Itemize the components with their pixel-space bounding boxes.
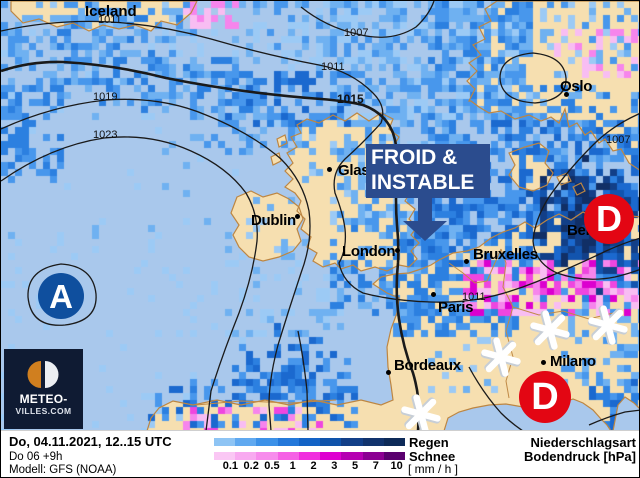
- legend-tick: 3: [331, 460, 338, 472]
- isobar-value-label: 1011: [98, 14, 122, 26]
- isobar-milano-arc-2: [588, 409, 639, 426]
- isobar-1019: [1, 98, 311, 430]
- city-dot-bruxelles: [464, 259, 469, 264]
- legend-tick: 2: [310, 460, 317, 472]
- low-pressure-symbol: D: [584, 194, 634, 244]
- isobar-norway-loop: [499, 52, 567, 104]
- legend-tick: 0.5: [264, 460, 280, 472]
- run-step: Do 06 +9h: [9, 451, 63, 463]
- annotation-box: FROID & INSTABLE: [366, 144, 490, 198]
- city-label-bordeaux: Bordeaux: [394, 357, 461, 374]
- city-dot-paris: [431, 292, 436, 297]
- city-dot-bordeaux: [386, 370, 391, 375]
- rain-color-scale: [214, 438, 405, 446]
- isobar-1011: [1, 20, 639, 303]
- legend-tick: 10: [390, 460, 403, 472]
- isobar-milano-arc-1: [468, 366, 523, 430]
- isobar-value-label: 1023: [93, 129, 118, 141]
- isobar-value-label: 1007: [344, 27, 369, 39]
- city-label-london: London: [342, 243, 396, 260]
- isobar-coast-layer: [1, 1, 639, 430]
- city-label-paris: Paris: [438, 299, 474, 316]
- logo-sun-icon: [4, 349, 83, 429]
- isobar-1007-east: [532, 113, 639, 280]
- weather-map: Iceland 1011 1019 1023 1007 1011 1015 1007 1011 O…: [1, 1, 639, 430]
- snow-color-scale: [214, 452, 405, 460]
- annotation-line1: FROID &: [371, 146, 458, 170]
- meteo-villes-logo: METEO- VILLES.COM: [4, 349, 83, 429]
- city-dot-oslo: [564, 92, 569, 97]
- isobar-aux-south: [297, 330, 309, 430]
- logo-text-line1: METEO-: [19, 392, 68, 406]
- model-name: Modell: GFS (NOAA): [9, 464, 117, 476]
- isobar-value-label: 1015: [337, 92, 364, 106]
- isobar-value-label: 1011: [462, 291, 486, 303]
- annotation-line2: INSTABLE: [371, 171, 475, 194]
- precip-type-label: Niederschlagsart: [530, 435, 637, 450]
- rain-label: Regen: [409, 435, 449, 450]
- legend-tick: 0.2: [243, 460, 259, 472]
- city-dot-dublin: [295, 214, 300, 219]
- snow-label: Schnee: [409, 449, 456, 464]
- city-label-oslo: Oslo: [560, 78, 593, 95]
- legend-tick: 1: [289, 460, 296, 472]
- high-pressure-symbol: A: [38, 273, 84, 319]
- isobar-a-ring: [27, 263, 97, 326]
- city-dot-glasgow: [327, 167, 332, 172]
- isobar-1007-top: [300, 1, 435, 38]
- legend-tick: 0.1: [222, 460, 239, 472]
- isobar-1015: [1, 60, 421, 430]
- valid-time: Do, 04.11.2021, 12..15 UTC: [9, 434, 172, 449]
- unit-label: [ mm / h ]: [408, 462, 459, 476]
- region-label-iceland: Iceland: [85, 3, 137, 20]
- pressure-label: Bodendruck [hPa]: [524, 449, 636, 464]
- isobar-1023: [1, 136, 258, 430]
- legend-tick: 5: [352, 460, 359, 472]
- logo-text-line2: VILLES.COM: [15, 406, 72, 416]
- isobar-value-label: 1007: [606, 134, 631, 146]
- isobar-value-label: 1011: [321, 61, 345, 73]
- city-dot-milano: [541, 360, 546, 365]
- isobar-value-label: 1019: [93, 91, 118, 103]
- legend-ticks: 0.1 0.2 0.5 1 2 3 5 7 10: [220, 460, 407, 472]
- city-label-bruxelles: Bruxelles: [473, 246, 538, 263]
- city-label-dublin: Dublin: [251, 212, 296, 229]
- low-pressure-symbol: D: [519, 371, 571, 423]
- footer-bar: Do, 04.11.2021, 12..15 UTC Do 06 +9h Mod…: [1, 430, 639, 477]
- city-dot-london: [395, 248, 400, 253]
- precipitation-layer: [1, 1, 639, 430]
- legend-tick: 7: [372, 460, 379, 472]
- city-label-milano: Milano: [550, 353, 596, 370]
